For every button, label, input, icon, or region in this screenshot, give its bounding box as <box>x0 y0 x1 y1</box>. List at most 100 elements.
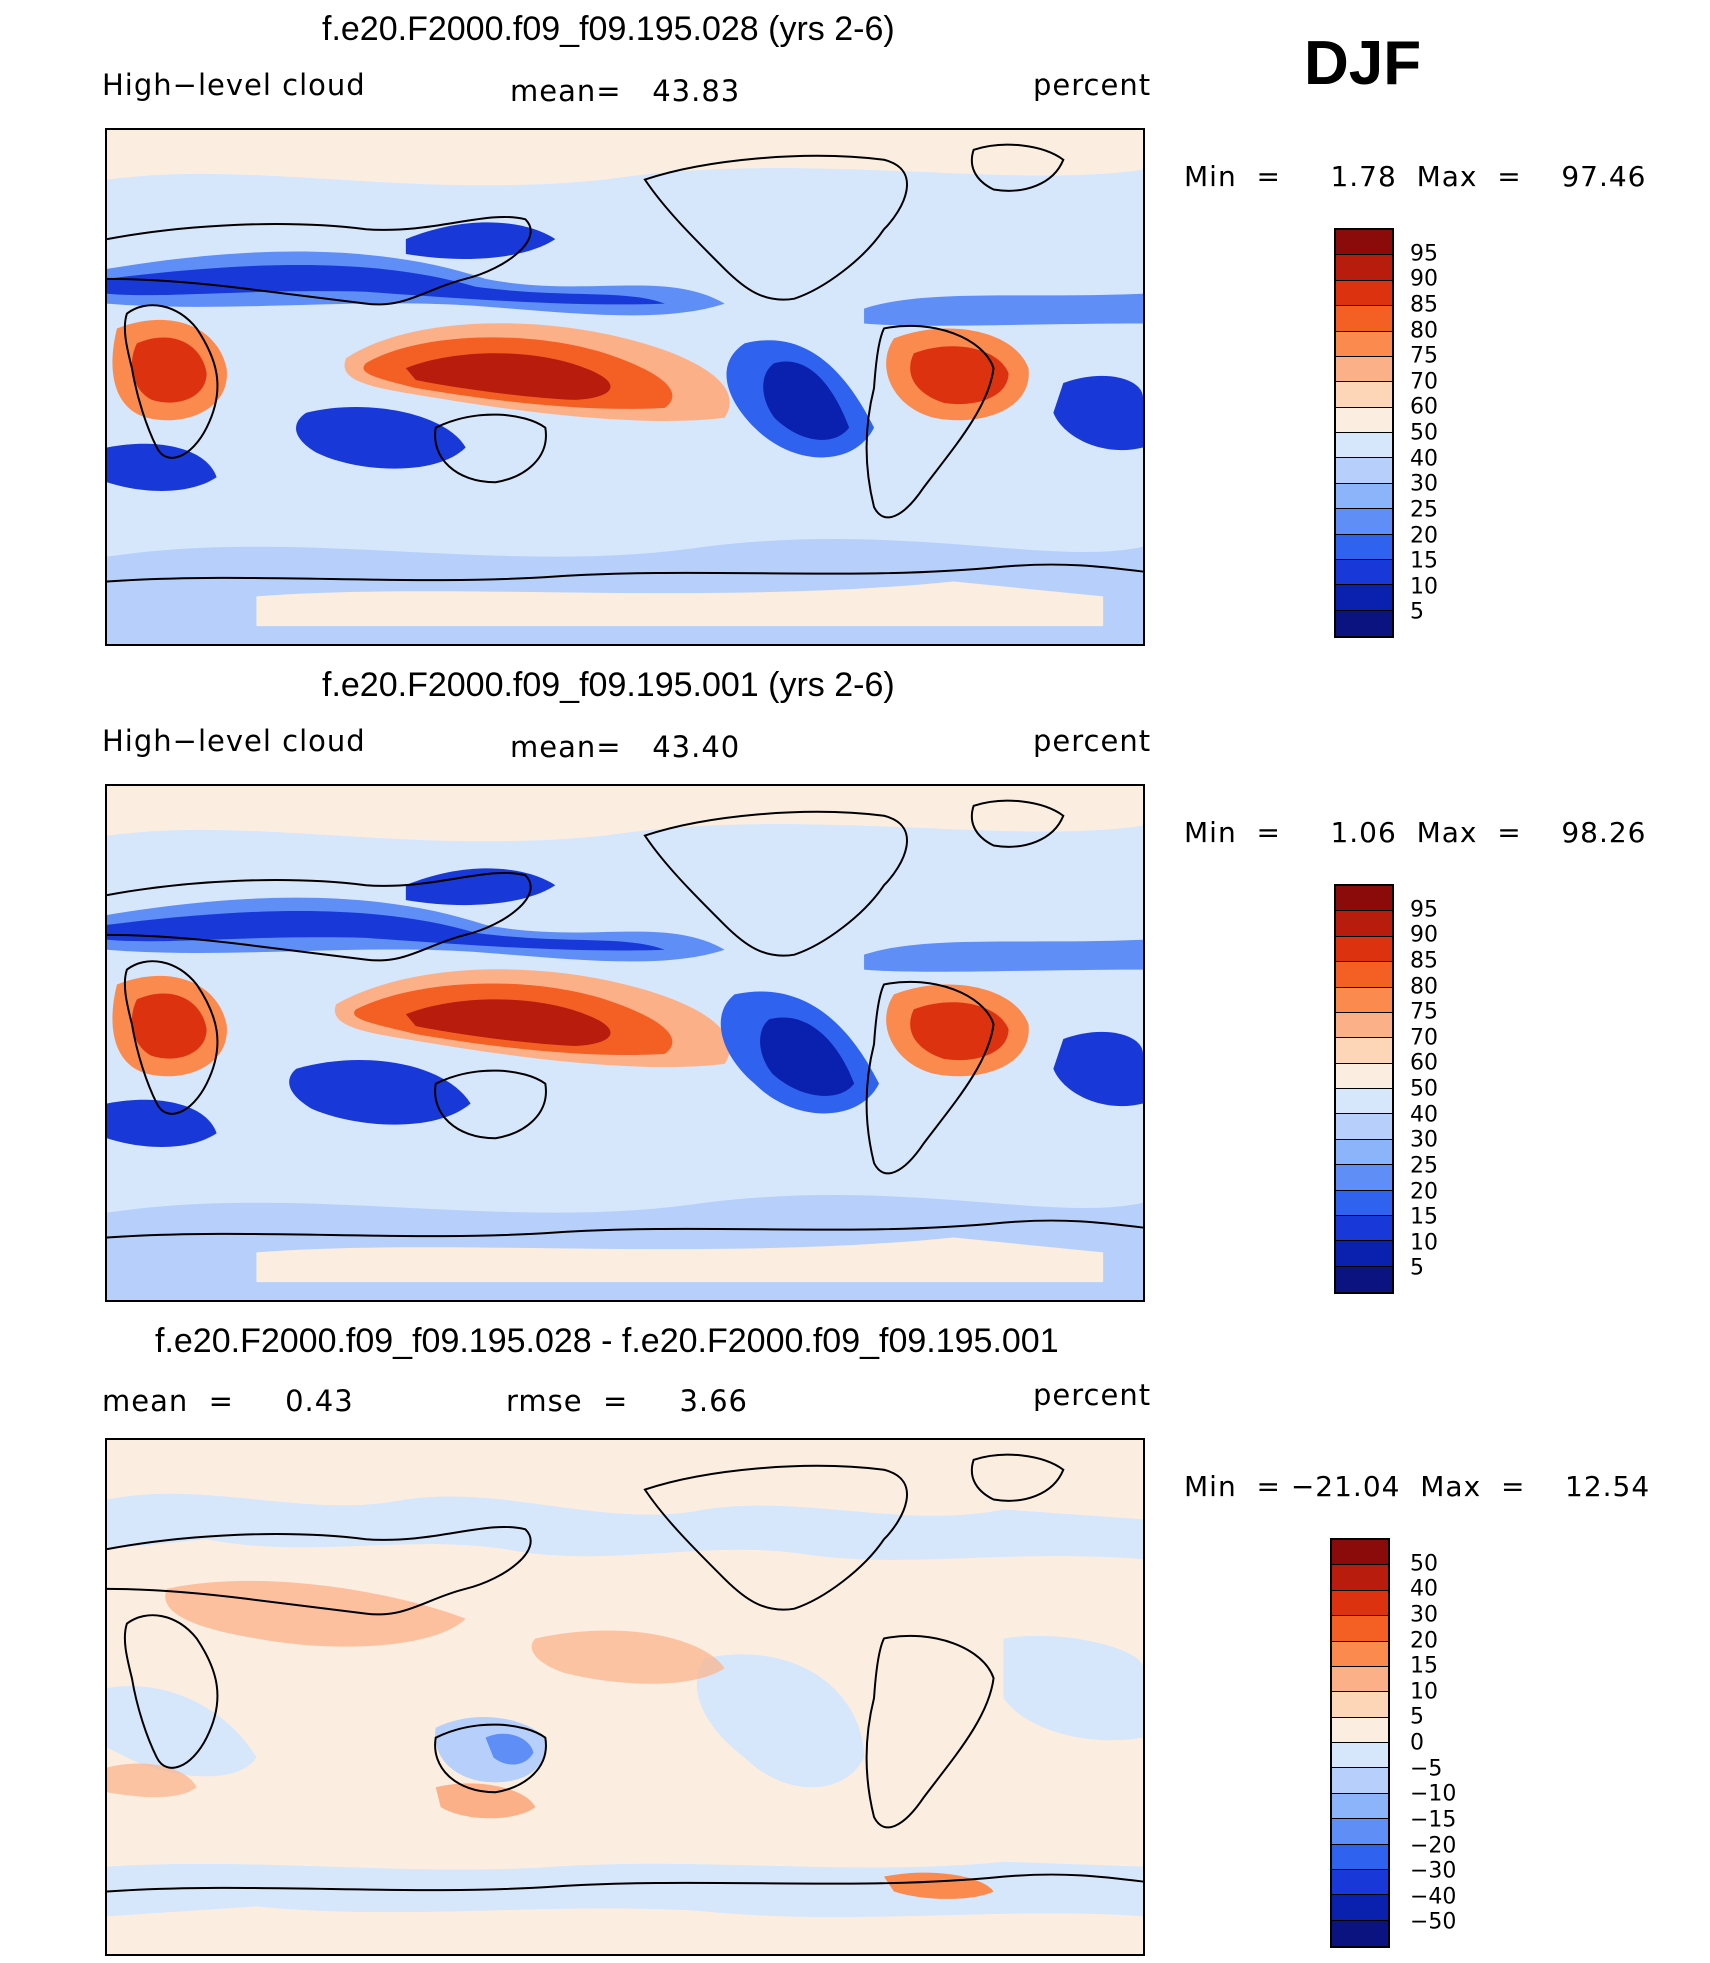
colorbar-swatch <box>1336 987 1392 1013</box>
colorbar-swatch <box>1336 1266 1392 1292</box>
colorbar-level-label: 50 <box>1410 420 1438 446</box>
dry-zone <box>289 1060 471 1125</box>
colorbar-swatch <box>1336 1089 1392 1115</box>
colorbar-swatch <box>1336 534 1392 560</box>
colorbar-level-label: 5 <box>1410 1704 1424 1730</box>
colorbar-level-label: 40 <box>1410 1576 1438 1602</box>
coastline-south-america <box>865 324 995 519</box>
coastline-greenland <box>970 799 1065 848</box>
colorbar-level-label: 15 <box>1410 1653 1438 1679</box>
panel-1-colorbar <box>1334 228 1394 638</box>
colorbar-swatch <box>1336 1114 1392 1140</box>
convection-zone <box>131 993 207 1059</box>
colorbar-level-label: 5 <box>1410 599 1424 625</box>
anomaly-negative <box>107 1493 1143 1560</box>
convection-zone <box>405 353 611 400</box>
dry-belt <box>107 911 665 951</box>
colorbar-level-label: 90 <box>1410 922 1438 948</box>
colorbar-level-label: −50 <box>1410 1909 1457 1935</box>
warm-band <box>256 1237 1104 1283</box>
panel-3-colorbar <box>1330 1538 1390 1948</box>
panel-1-variable-label: High−level cloud <box>102 68 366 102</box>
colorbar-level-label: 75 <box>1410 999 1438 1025</box>
colorbar-swatch <box>1336 433 1392 459</box>
anomaly-negative <box>107 1686 257 1777</box>
colorbar-level-label: −40 <box>1410 1884 1457 1910</box>
colorbar-swatch <box>1332 1844 1388 1870</box>
colorbar-swatch <box>1332 1666 1388 1693</box>
colorbar-swatch <box>1336 585 1392 611</box>
colorbar-swatch <box>1336 458 1392 484</box>
anomaly-negative <box>1003 1635 1143 1741</box>
dry-zone <box>296 407 466 469</box>
colorbar-level-label: 10 <box>1410 574 1438 600</box>
dry-zone <box>107 443 217 491</box>
coastline-south-america <box>865 980 995 1175</box>
colorbar-level-label: 40 <box>1410 1102 1438 1128</box>
colorbar-level-label: −5 <box>1410 1756 1443 1782</box>
dry-belt <box>864 293 1143 326</box>
colorbar-swatch <box>1336 610 1392 636</box>
panel-1-map-plot <box>107 130 1143 644</box>
panel-1-minmax: Min = 1.78 Max = 97.46 <box>1184 160 1647 193</box>
convection-zone <box>910 346 1009 405</box>
dry-zone <box>760 1017 855 1096</box>
colorbar-swatch <box>1336 962 1392 988</box>
panel-1-units-label: percent <box>1033 68 1152 102</box>
colorbar-level-label: 0 <box>1410 1730 1424 1756</box>
panel-3-mean-label: mean = 0.43 <box>102 1384 354 1418</box>
anomaly-negative <box>107 1861 1143 1918</box>
colorbar-swatch <box>1336 1012 1392 1039</box>
coastline-north-america <box>643 1464 908 1611</box>
dry-belt <box>405 222 556 259</box>
colorbar-level-label: 80 <box>1410 318 1438 343</box>
coastline-south-america <box>865 1634 995 1829</box>
colorbar-swatch <box>1336 483 1392 510</box>
panel-2-colorbar <box>1334 884 1394 1294</box>
dry-zone <box>107 1099 217 1147</box>
colorbar-level-label: 70 <box>1410 1025 1438 1051</box>
warm-band <box>256 581 1104 627</box>
colorbar-swatch <box>1332 1743 1388 1769</box>
colorbar-swatch <box>1336 407 1392 433</box>
coastline-asia <box>107 871 532 962</box>
colorbar-level-label: 25 <box>1410 497 1438 523</box>
coastline-asia <box>107 1525 532 1616</box>
colorbar-swatch <box>1336 1063 1392 1089</box>
colorbar-level-label: 10 <box>1410 1230 1438 1256</box>
colorbar-swatch <box>1332 1565 1388 1591</box>
coastline-greenland <box>970 143 1065 192</box>
colorbar-swatch <box>1336 886 1392 912</box>
panel-3-map <box>105 1438 1145 1956</box>
colorbar-level-label: 95 <box>1410 241 1438 267</box>
coastlines <box>107 799 1143 1239</box>
colorbar-swatch <box>1332 1692 1388 1718</box>
colorbar-level-label: 20 <box>1410 1179 1438 1204</box>
coastline-greenland <box>970 1453 1065 1502</box>
colorbar-swatch <box>1336 230 1392 256</box>
colorbar-swatch <box>1336 382 1392 408</box>
panel-2-units-label: percent <box>1033 724 1152 758</box>
panel-2-map-plot <box>107 786 1143 1300</box>
colorbar-swatch <box>1332 1920 1388 1946</box>
panel-3-title: f.e20.F2000.f09_f09.195.028 - f.e20.F200… <box>155 1322 1059 1360</box>
panel-3-units-label: percent <box>1033 1378 1152 1412</box>
colorbar-swatch <box>1332 1895 1388 1921</box>
colorbar-swatch <box>1336 509 1392 535</box>
colorbar-swatch <box>1336 1190 1392 1216</box>
season-label: DJF <box>1304 29 1422 98</box>
colorbar-level-label: −15 <box>1410 1807 1457 1833</box>
colorbar-swatch <box>1332 1616 1388 1642</box>
coastline-australia <box>434 413 547 484</box>
panel-2-title: f.e20.F2000.f09_f09.195.001 (yrs 2-6) <box>322 666 895 704</box>
coastline-australia <box>434 1069 547 1140</box>
warm-band <box>107 786 1143 842</box>
coastline-north-america <box>643 154 908 301</box>
convection-zone <box>910 1002 1009 1061</box>
anomaly-negative <box>485 1733 534 1765</box>
colorbar-swatch <box>1336 559 1392 586</box>
colorbar-level-label: 10 <box>1410 1679 1438 1705</box>
colorbar-swatch <box>1332 1590 1388 1617</box>
colorbar-swatch <box>1336 306 1392 332</box>
coastline-antarctica <box>107 1219 1143 1239</box>
